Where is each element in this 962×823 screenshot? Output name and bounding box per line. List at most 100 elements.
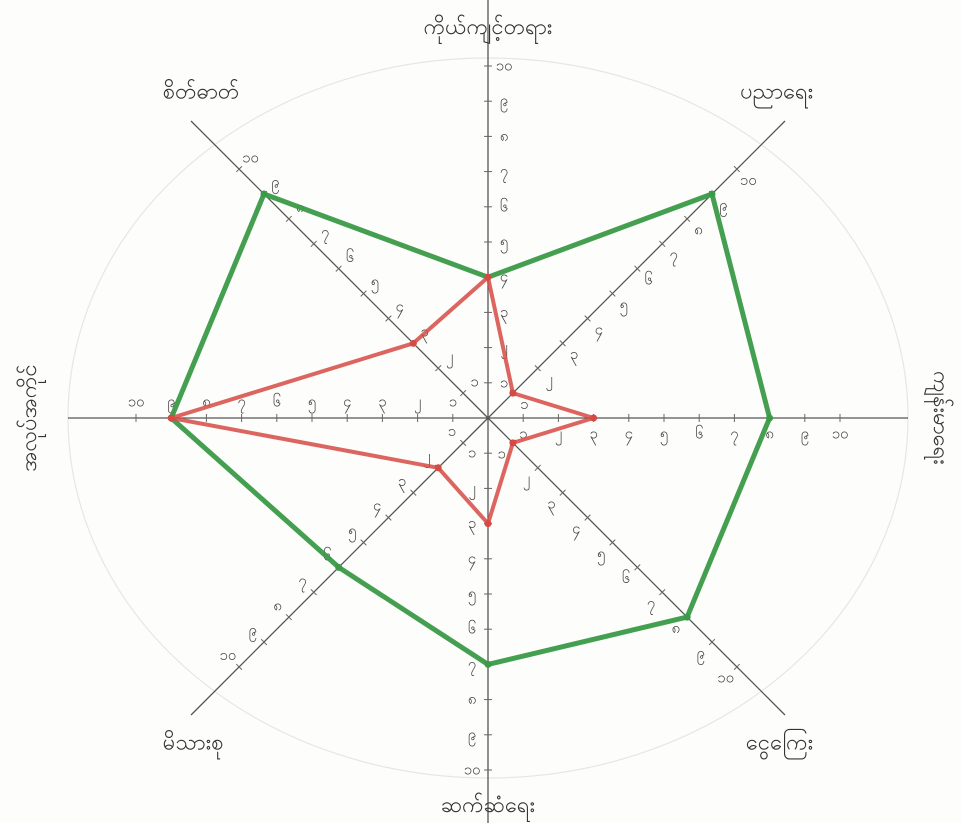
- tick-label: ၁၀: [464, 761, 481, 779]
- axis-tick: [733, 165, 741, 173]
- axis-tick: [459, 439, 467, 447]
- tick-label: ၄: [572, 519, 580, 540]
- tick-label: ၄: [343, 393, 351, 414]
- series-point: [766, 414, 774, 422]
- tick-label: ၁၀: [128, 393, 145, 411]
- axis-tick: [584, 514, 591, 521]
- tick-label: ၉: [500, 92, 508, 113]
- axis-tick: [310, 589, 317, 596]
- tick-label: ၁: [520, 395, 528, 413]
- axis-label-7: စိတ်ဓာတ်: [163, 79, 240, 105]
- axis-line-3: [487, 417, 786, 716]
- series-point: [260, 190, 268, 198]
- tick-label: ၄: [595, 320, 603, 341]
- axis-label-1: ပညာရေး: [740, 80, 813, 109]
- axis-tick: [708, 638, 716, 646]
- tick-label: ၂: [423, 447, 430, 468]
- axis-tick: [609, 539, 616, 546]
- tick-label: ၁: [500, 373, 508, 391]
- tick-label: ၆: [346, 248, 354, 266]
- tick-label: ၇: [321, 223, 329, 244]
- tick-label: ၈: [500, 127, 509, 145]
- tick-label: ၁၀: [242, 148, 259, 166]
- series-point: [590, 414, 598, 422]
- tick-label: ၉: [468, 725, 476, 746]
- axis-tick: [559, 340, 566, 347]
- tick-label: ၁၀: [832, 425, 849, 443]
- tick-label: ၉: [248, 621, 256, 642]
- tick-label: ၇: [730, 425, 738, 446]
- tick-label: ၁၀: [740, 171, 757, 189]
- tick-label: ၇: [237, 393, 245, 414]
- series-point: [708, 190, 716, 198]
- tick-label: ၂: [523, 470, 530, 491]
- tick-label: ၂: [555, 425, 562, 446]
- tick-label: ၉: [271, 173, 279, 194]
- axis-label-0: ကိုယ်ကျင့်တရား: [424, 14, 553, 44]
- tick-label: ၅: [371, 273, 379, 294]
- tick-label: ၂: [468, 479, 475, 500]
- axis-tick: [360, 539, 367, 546]
- series-point: [434, 464, 442, 472]
- tick-label: ၇: [647, 594, 655, 615]
- tick-label: ၁၀: [717, 669, 734, 687]
- axis-tick: [559, 489, 566, 496]
- tick-label: ၈: [468, 690, 477, 708]
- axis-tick: [410, 489, 417, 496]
- tick-label: ၆: [500, 197, 508, 215]
- tick-label: ၈: [694, 221, 703, 239]
- axis-line-7: [190, 120, 489, 419]
- tick-label: ၇: [298, 571, 306, 592]
- tick-label: ၁: [497, 445, 505, 463]
- axis-tick: [235, 165, 243, 173]
- tick-label: ၄: [500, 268, 508, 289]
- tick-label: ၃: [378, 393, 386, 414]
- tick-label: ၃: [500, 303, 508, 324]
- tick-label: ၆: [273, 393, 281, 411]
- series-point: [335, 563, 343, 571]
- series-point: [409, 339, 417, 347]
- axis-label-2: ကျန်းမာရေး: [924, 371, 954, 465]
- axis-tick: [534, 365, 541, 372]
- tick-label: ၁၀: [219, 646, 236, 664]
- tick-label: ၄: [373, 497, 381, 518]
- tick-label: ၁: [470, 372, 478, 390]
- tick-label: ၉: [801, 425, 809, 446]
- tick-label: ၇: [500, 162, 508, 183]
- tick-label: ၅: [620, 295, 628, 316]
- axis-tick: [634, 564, 641, 571]
- tick-label: ၃: [398, 472, 406, 493]
- axis-tick: [459, 389, 467, 397]
- tick-label: ၃: [570, 345, 578, 366]
- tick-label: ၆: [468, 620, 476, 638]
- axis-line-1: [487, 120, 786, 419]
- series-point: [484, 660, 492, 668]
- axis-label-5: မိသားစု: [163, 729, 224, 759]
- tick-label: ၁: [468, 444, 476, 462]
- axis-tick: [435, 365, 442, 372]
- series-point: [509, 439, 517, 447]
- axis-label-6: အလုပ်အကိုင်: [16, 364, 46, 471]
- axis-tick: [285, 215, 293, 223]
- axis-tick: [659, 240, 666, 247]
- tick-label: ၁: [519, 425, 527, 443]
- tick-label: ၅: [348, 522, 356, 543]
- axis-label-3: ငွေကြေး: [746, 728, 813, 760]
- series-point: [484, 520, 492, 528]
- axis-tick: [683, 215, 691, 223]
- tick-label: ၆: [644, 270, 652, 288]
- axis-tick: [609, 290, 616, 297]
- axis-tick: [385, 514, 392, 521]
- tick-label: ၅: [308, 393, 316, 414]
- tick-label: ၇: [468, 655, 476, 676]
- tick-label: ၅: [500, 233, 508, 254]
- axis-tick: [235, 663, 243, 671]
- axis-tick: [260, 638, 268, 646]
- tick-label: ၇: [669, 246, 677, 267]
- axis-tick: [584, 315, 591, 322]
- tick-label: ၂: [446, 347, 453, 368]
- axis-tick: [733, 663, 741, 671]
- tick-label: ၁၀: [496, 57, 513, 75]
